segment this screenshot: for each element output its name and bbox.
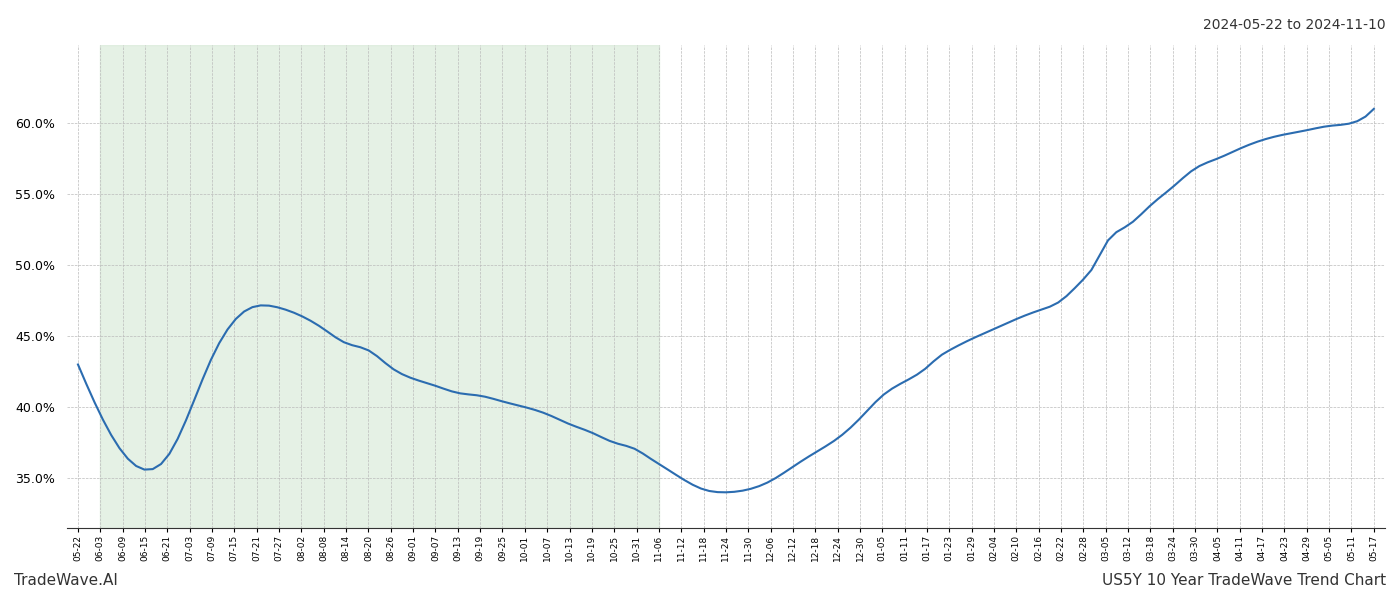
Bar (101, 45, 659, 528)
Text: 2024-05-22 to 2024-11-10: 2024-05-22 to 2024-11-10 (1204, 18, 1386, 32)
Text: US5Y 10 Year TradeWave Trend Chart: US5Y 10 Year TradeWave Trend Chart (1102, 573, 1386, 588)
Text: TradeWave.AI: TradeWave.AI (14, 573, 118, 588)
